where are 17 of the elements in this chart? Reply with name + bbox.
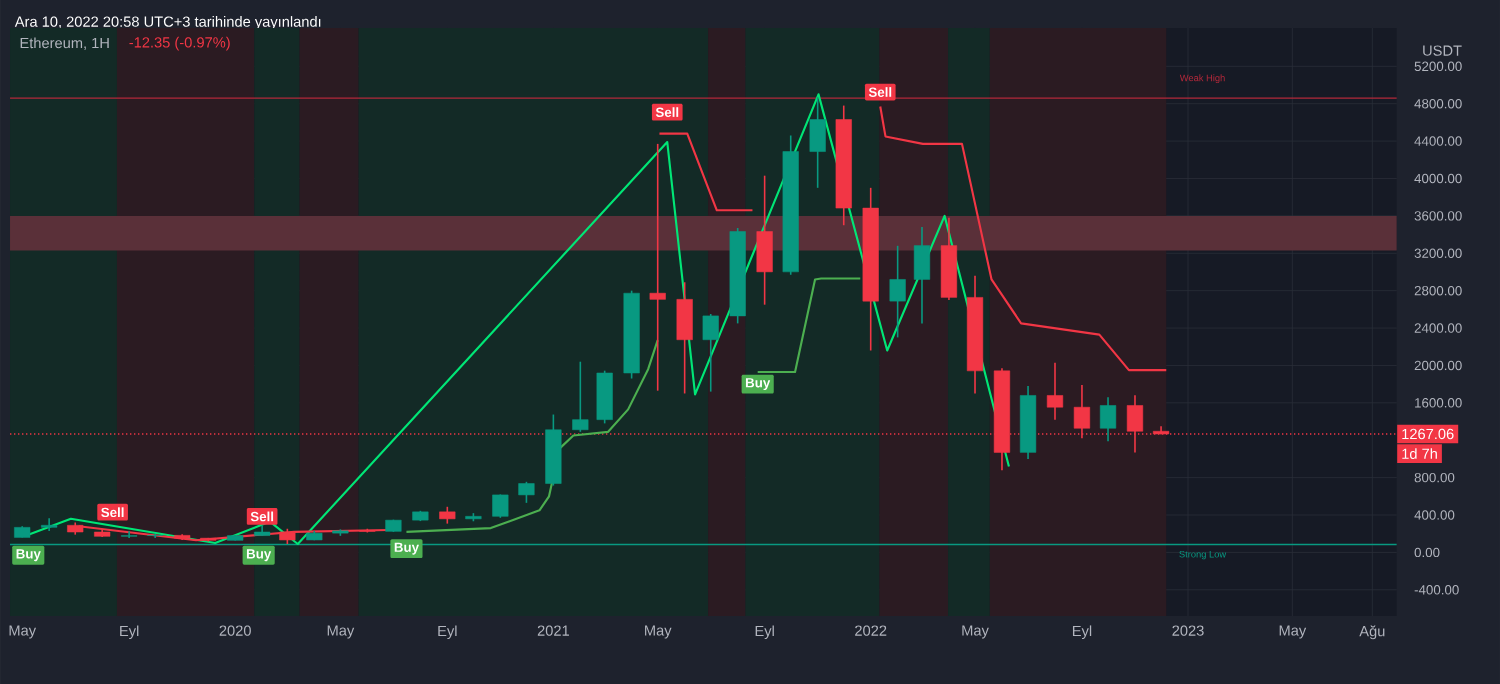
candlestick: [756, 174, 773, 306]
candlestick: [121, 530, 138, 539]
candlestick: [492, 493, 509, 519]
candlestick: [702, 313, 719, 393]
candlestick: [596, 369, 613, 425]
candlestick: [913, 226, 931, 325]
candlestick: [1099, 396, 1117, 442]
candlestick: [572, 360, 589, 433]
candlestick: [518, 481, 535, 504]
candlestick: [649, 143, 666, 392]
line-series: [879, 105, 1168, 372]
candlestick: [889, 244, 906, 339]
candlestick: [1046, 361, 1064, 421]
candlestick: [676, 281, 693, 395]
candlestick: [809, 96, 826, 189]
line-series: [405, 339, 659, 533]
candlestick: [41, 517, 58, 532]
